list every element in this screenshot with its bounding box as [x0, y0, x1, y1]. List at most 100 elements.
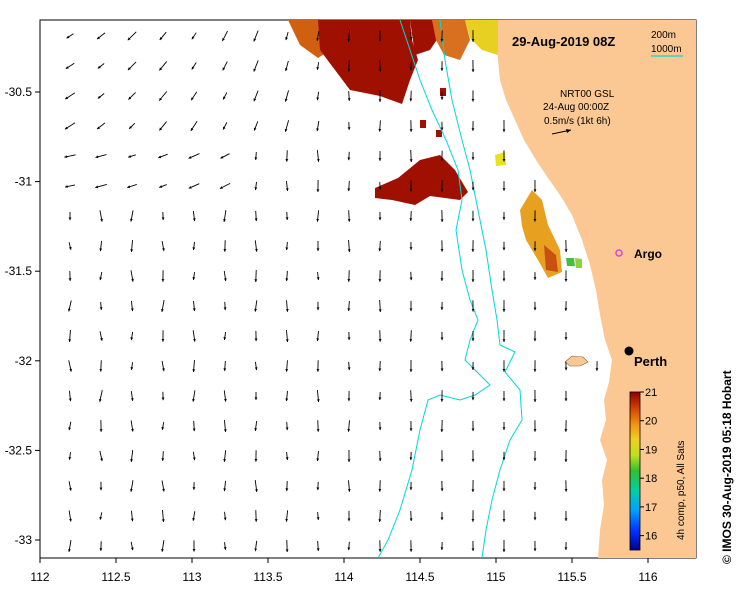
- current-vector: [220, 153, 230, 159]
- current-vector: [223, 360, 227, 372]
- current-vector: [440, 30, 444, 42]
- current-vector: [440, 271, 444, 281]
- current-vector: [347, 122, 351, 130]
- current-vector: [192, 540, 196, 552]
- perth-marker-icon: [624, 346, 634, 356]
- current-vector: [223, 419, 227, 433]
- current-vector: [347, 420, 351, 432]
- current-vector: [285, 329, 289, 343]
- current-vector: [68, 242, 72, 250]
- current-vector: [99, 481, 103, 491]
- current-vector: [285, 180, 289, 192]
- current-vector: [378, 211, 382, 221]
- current-vector: [161, 391, 165, 401]
- current-vector: [471, 540, 475, 552]
- current-vector: [316, 481, 320, 491]
- current-vector: [347, 151, 351, 161]
- current-vector: [99, 541, 103, 551]
- colorbar-tick-label: 19: [645, 444, 657, 456]
- current-vector: [378, 270, 382, 282]
- current-vector: [409, 32, 413, 40]
- current-vector: [440, 419, 444, 433]
- current-vector: [254, 479, 258, 493]
- current-vector: [254, 361, 258, 371]
- current-vector: [564, 541, 568, 551]
- current-vector: [471, 121, 475, 131]
- current-vector: [68, 540, 72, 552]
- current-vector: [533, 241, 537, 251]
- current-vector: [254, 510, 258, 522]
- current-vector: [68, 271, 72, 281]
- current-vector: [99, 210, 103, 222]
- current-vector: [502, 539, 506, 553]
- current-vector: [409, 540, 413, 552]
- current-vector: [316, 62, 320, 70]
- argo-label: Argo: [634, 247, 662, 261]
- current-vector: [159, 121, 167, 131]
- current-vector: [409, 390, 413, 402]
- current-vector: [223, 450, 227, 462]
- current-vector: [223, 542, 227, 550]
- current-vector: [564, 361, 568, 371]
- rottnest-island: [564, 355, 589, 367]
- current-vector: [471, 30, 475, 42]
- current-vector: [316, 271, 320, 281]
- land-mass: [498, 20, 696, 558]
- current-vector: [285, 360, 289, 372]
- current-vector: [347, 60, 351, 72]
- current-vector: [158, 153, 168, 159]
- current-vector: [471, 210, 475, 222]
- current-vector: [440, 240, 444, 252]
- current-vector: [378, 182, 382, 190]
- current-vector: [347, 331, 351, 341]
- current-vector: [130, 449, 134, 463]
- current-vector: [409, 120, 413, 132]
- y-tick-label: -30.5: [5, 85, 33, 99]
- current-vector: [409, 510, 413, 522]
- current-vector: [99, 240, 103, 252]
- colorbar-tick-label: 21: [645, 387, 657, 399]
- current-vector: [502, 270, 506, 282]
- current-vector: [254, 269, 258, 283]
- current-vector: [533, 330, 537, 342]
- current-vectors: [64, 29, 599, 553]
- current-vector: [471, 152, 475, 160]
- current-vector: [68, 481, 72, 491]
- current-vector: [223, 240, 227, 252]
- current-vector: [409, 211, 413, 221]
- current-vector: [190, 91, 198, 101]
- isobath-200m: [439, 20, 523, 558]
- current-vector: [285, 300, 289, 312]
- current-vector: [68, 390, 72, 402]
- current-vector: [130, 270, 134, 282]
- current-vector: [502, 150, 506, 162]
- current-vector: [316, 31, 320, 41]
- current-vector: [254, 181, 258, 191]
- current-vector: [285, 510, 289, 522]
- current-vector: [99, 450, 103, 462]
- y-tick-label: -32.5: [5, 443, 33, 457]
- current-vector: [158, 61, 168, 71]
- current-vector: [192, 271, 196, 281]
- current-vector: [409, 481, 413, 491]
- current-vector: [440, 360, 444, 372]
- argo-marker-icon: [615, 249, 623, 257]
- current-vector: [254, 330, 258, 342]
- current-vector: [409, 359, 413, 373]
- current-vector: [502, 300, 506, 312]
- sst-patches: [288, 20, 582, 278]
- current-vector: [285, 241, 289, 251]
- current-vector: [99, 302, 103, 310]
- x-tick-label: 114.5: [405, 570, 434, 584]
- current-vector: [316, 330, 320, 342]
- current-vector: [254, 151, 258, 161]
- current-vector: [347, 239, 351, 253]
- current-vector: [533, 210, 537, 222]
- isobath-legend-deep: 1000m: [651, 44, 682, 55]
- current-vector: [285, 270, 289, 282]
- current-vector: [223, 331, 227, 341]
- x-axis: 112 112.5 113 113.5 114 114.5 115 115.5 116: [30, 558, 658, 584]
- current-vector: [254, 420, 258, 432]
- current-vector: [161, 270, 165, 282]
